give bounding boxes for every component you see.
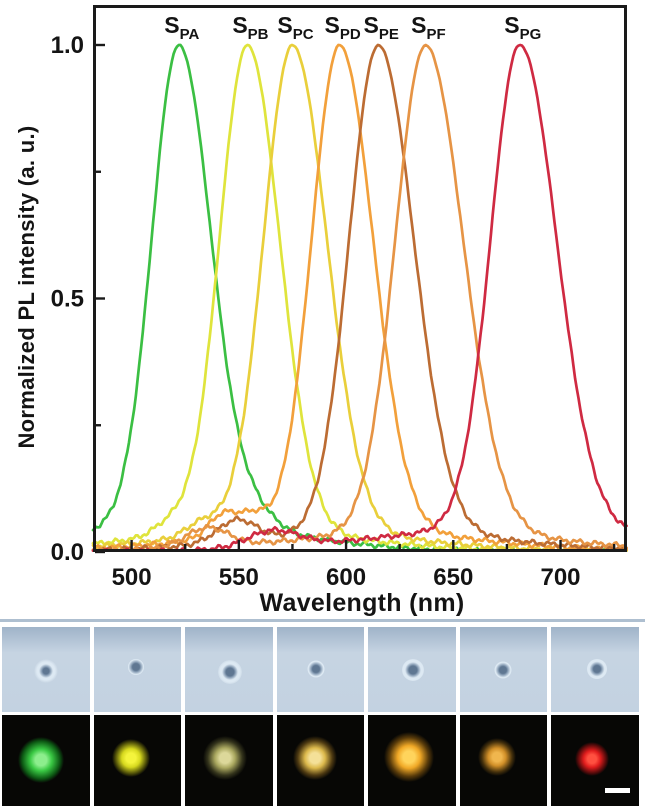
- x-tick-label: 650: [433, 564, 473, 591]
- curve-S_PC: [91, 43, 628, 552]
- fluorescent-dot: [293, 735, 338, 780]
- y-tick-label: 1.0: [51, 32, 84, 59]
- series-curves: [91, 43, 628, 552]
- scale-bar: [604, 788, 630, 793]
- series-label-S_PA: SPA: [164, 12, 199, 43]
- brightfield-panel-3: [185, 627, 273, 712]
- axis-ticks: [95, 43, 616, 554]
- x-tick-label: 500: [112, 564, 152, 591]
- fluorescence-panel-3: [185, 715, 273, 806]
- droplet-image: [307, 660, 325, 677]
- brightfield-panel-5: [368, 627, 456, 712]
- series-labels: SPA SPB SPC SPD SPE SPF SPG: [164, 12, 541, 43]
- series-label-S_PE: SPE: [364, 12, 399, 43]
- fluorescence-panel-4: [276, 715, 365, 806]
- fluorescent-dot: [17, 736, 64, 783]
- y-tick-label: 0.5: [51, 286, 84, 313]
- series-label-S_PG: SPG: [504, 12, 541, 43]
- x-axis-title: Wavelength (nm): [259, 589, 465, 617]
- pl-spectra-chart: Normalized PL intensity (a. u.) 500 550 60…: [14, 5, 628, 617]
- fluorescent-dot: [383, 731, 434, 782]
- x-tick-label: 550: [219, 564, 259, 591]
- plot-frame: [93, 5, 627, 552]
- y-tick-labels: 0.0 0.5 1.0: [51, 32, 84, 566]
- series-label-S_PD: SPD: [325, 12, 361, 43]
- brightfield-panel-2: [93, 627, 182, 712]
- fluorescence-panel-5: [368, 715, 456, 806]
- brightfield-panel-6: [459, 627, 548, 712]
- series-label-S_PB: SPB: [232, 12, 268, 43]
- fluorescent-dot: [574, 741, 609, 776]
- droplet-image: [587, 658, 608, 679]
- brightfield-row: [0, 627, 645, 712]
- curve-S_PE: [91, 43, 628, 552]
- brightfield-panel-4: [276, 627, 365, 712]
- series-label-S_PC: SPC: [277, 12, 313, 43]
- x-tick-label: 600: [326, 564, 366, 591]
- y-tick-label: 0.0: [51, 539, 84, 566]
- droplet-image: [217, 659, 242, 684]
- fluorescence-panel-7: [551, 715, 639, 806]
- fluorescent-dot: [112, 738, 151, 777]
- droplet-image: [402, 658, 425, 681]
- x-tick-labels: 500 550 600 650 700: [112, 564, 581, 591]
- frame-rect: [93, 5, 627, 552]
- droplet-image: [33, 658, 58, 683]
- brightfield-panel-1: [2, 627, 90, 712]
- series-label-S_PF: SPF: [411, 12, 446, 43]
- fluorescence-panel-1: [2, 715, 90, 806]
- montage-top-edge: [0, 619, 645, 622]
- fluorescence-panel-2: [93, 715, 182, 806]
- fluorescence-row: [0, 715, 645, 806]
- fluorescent-dot: [477, 737, 516, 776]
- x-tick-label: 700: [540, 564, 580, 591]
- microscopy-montage: [0, 627, 645, 810]
- brightfield-panel-7: [551, 627, 639, 712]
- curve-S_PD: [91, 43, 628, 552]
- droplet-image: [125, 655, 148, 678]
- droplet-image: [494, 661, 512, 678]
- fluorescent-dot: [202, 735, 247, 780]
- curve-S_PF: [91, 43, 628, 552]
- fluorescence-panel-6: [459, 715, 548, 806]
